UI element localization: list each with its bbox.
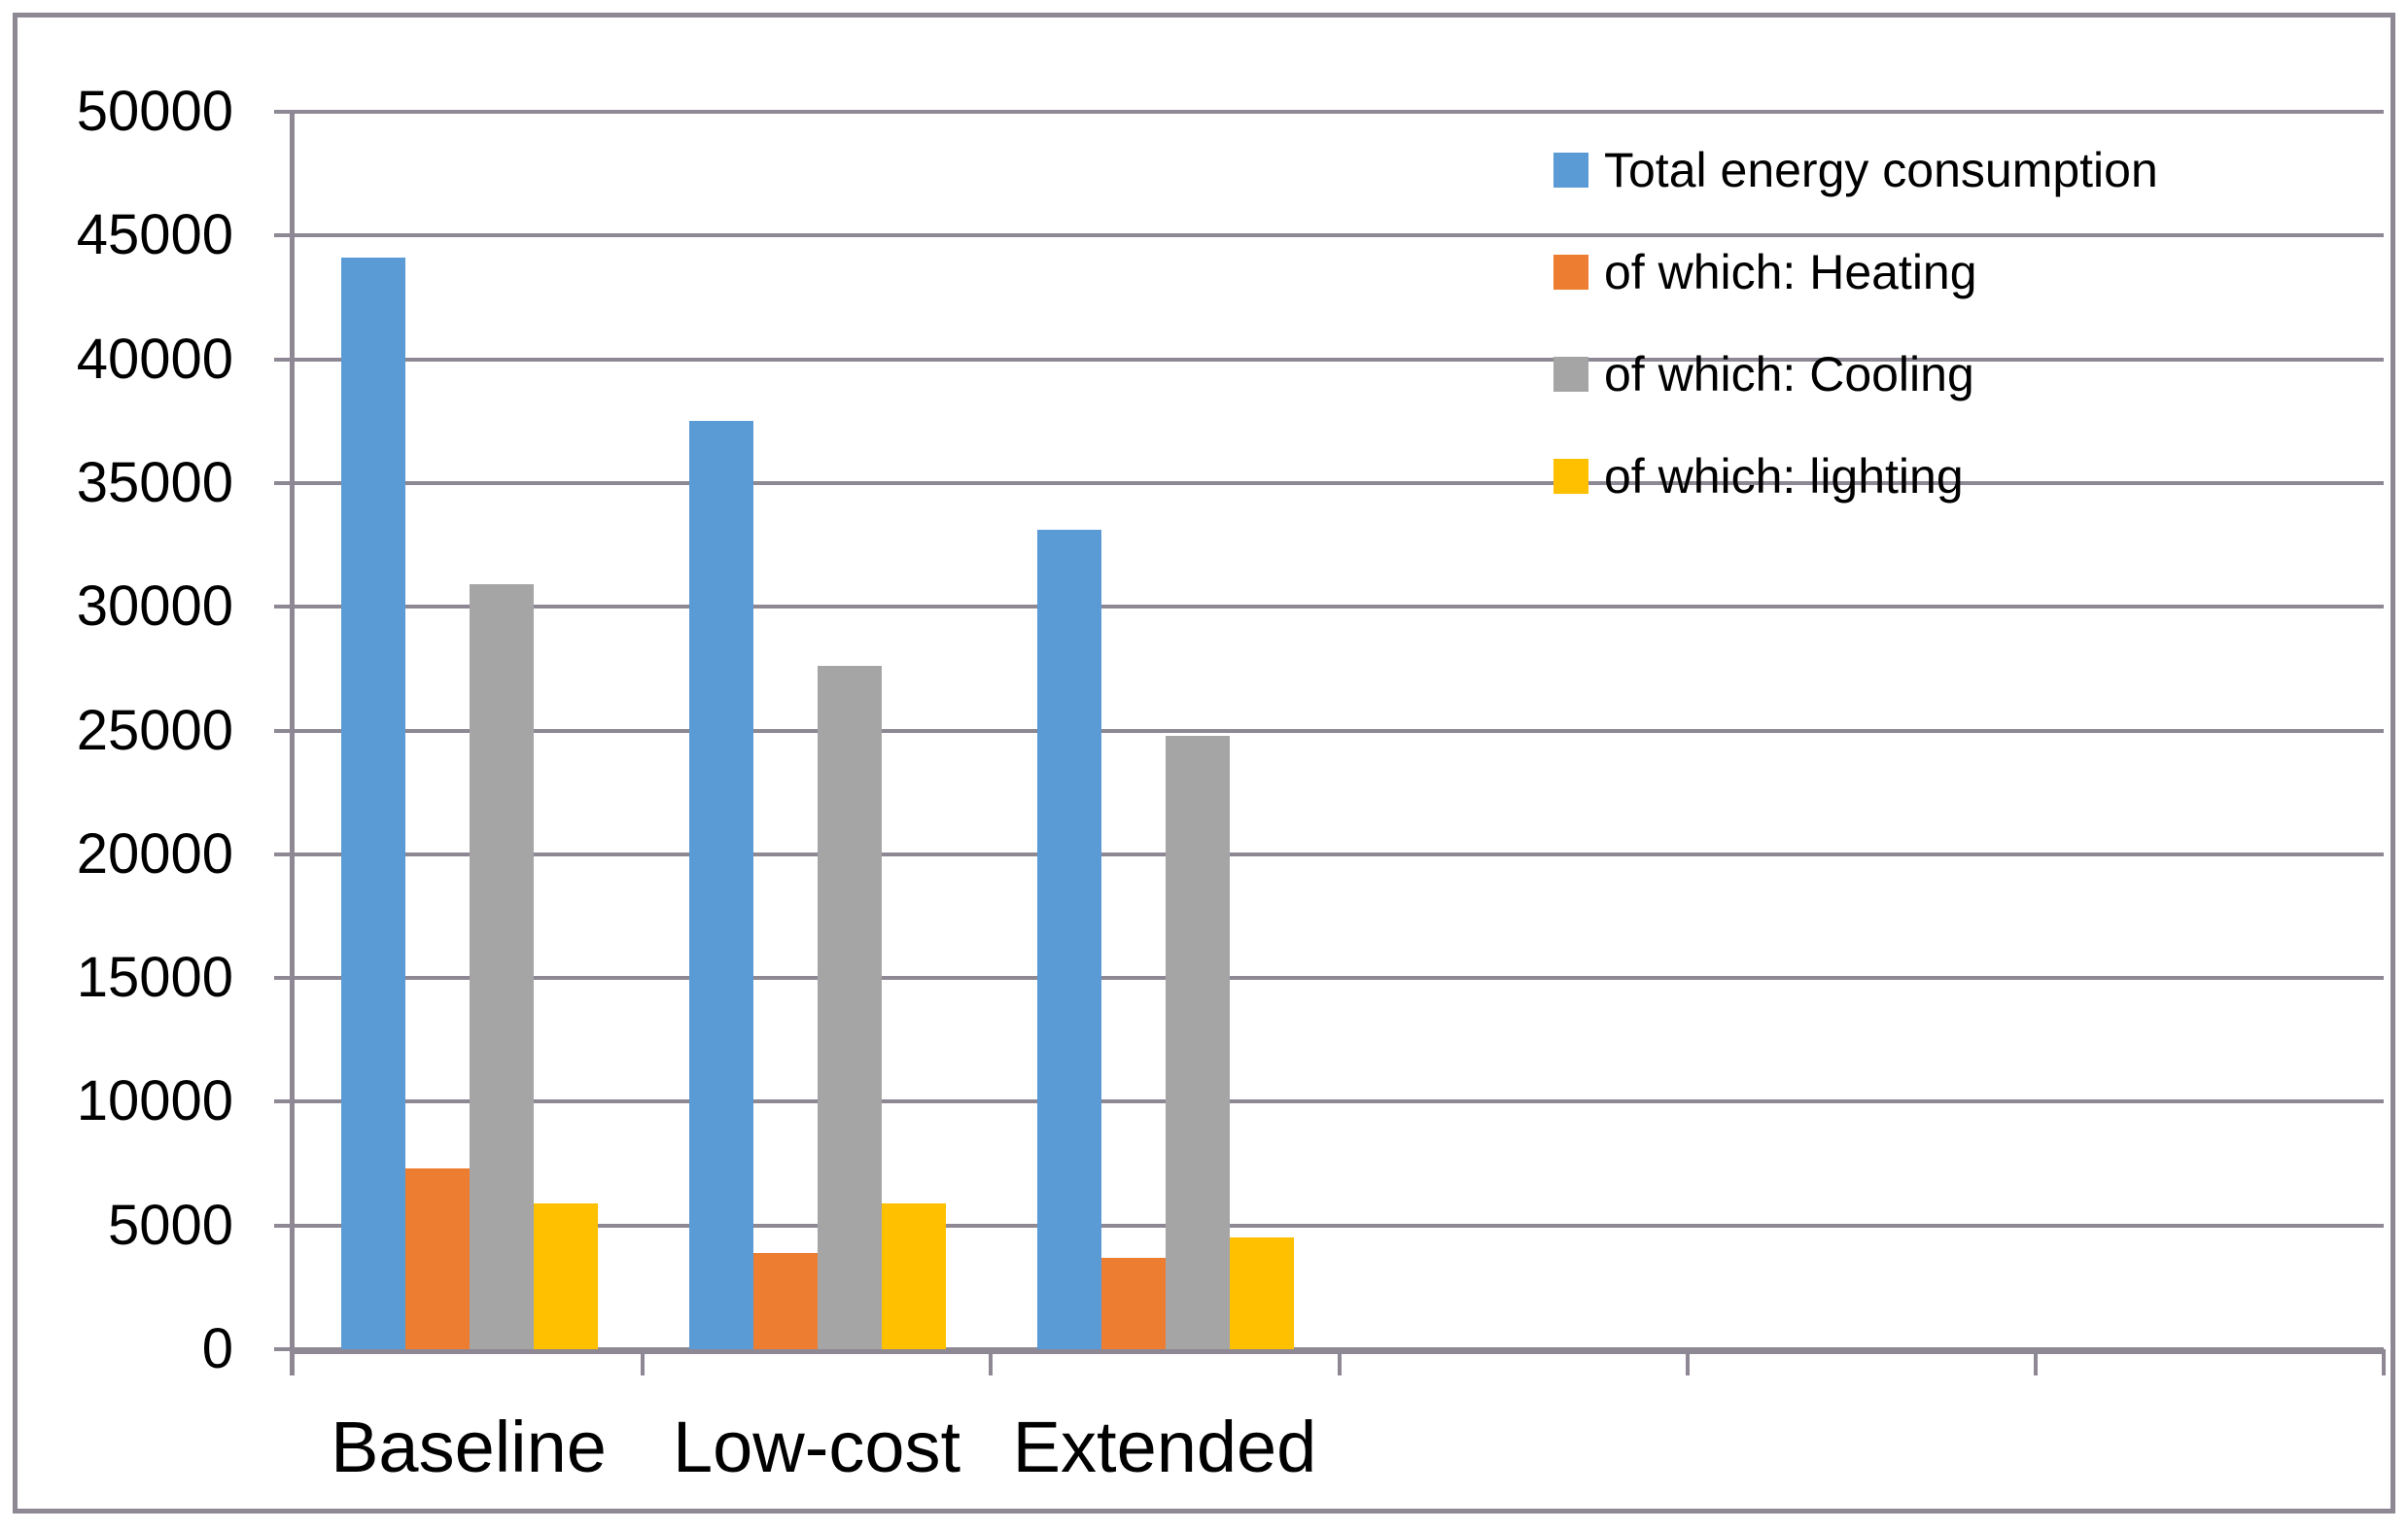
gridline-50000 bbox=[292, 110, 2384, 114]
y-tick-35000 bbox=[274, 481, 303, 485]
legend-item-of-which-lighting: of which: lighting bbox=[1553, 452, 1964, 501]
legend-label-of-which-heating: of which: Heating bbox=[1604, 245, 1977, 299]
legend-label-total-energy-consumption: Total energy consumption bbox=[1604, 143, 2158, 197]
chart-border bbox=[13, 13, 2395, 1514]
y-tick-45000 bbox=[274, 233, 303, 237]
y-tick-label-40000: 40000 bbox=[76, 328, 233, 391]
y-tick-label-15000: 15000 bbox=[76, 946, 233, 1009]
gridline-10000 bbox=[292, 1099, 2384, 1103]
x-axis-line bbox=[290, 1349, 2384, 1354]
gridline-40000 bbox=[292, 358, 2384, 362]
x-axis-boundary-tick-2 bbox=[989, 1349, 993, 1375]
y-tick-20000 bbox=[274, 852, 303, 856]
bar-low-cost-total-energy-consumption bbox=[689, 421, 753, 1349]
y-tick-label-35000: 35000 bbox=[76, 451, 233, 514]
y-tick-label-10000: 10000 bbox=[76, 1069, 233, 1132]
legend-swatch-total-energy-consumption bbox=[1553, 153, 1588, 188]
bar-low-cost-of-which-lighting bbox=[882, 1203, 946, 1349]
y-tick-40000 bbox=[274, 358, 303, 362]
gridline-25000 bbox=[292, 729, 2384, 733]
y-axis-line bbox=[290, 110, 295, 1375]
gridline-35000 bbox=[292, 481, 2384, 485]
gridline-15000 bbox=[292, 976, 2384, 980]
x-axis-boundary-tick-4 bbox=[1686, 1349, 1690, 1375]
bar-extended-of-which-lighting bbox=[1230, 1237, 1294, 1349]
x-category-label-extended: Extended bbox=[1012, 1407, 1317, 1487]
x-category-label-low-cost: Low-cost bbox=[672, 1407, 961, 1487]
bar-extended-of-which-cooling bbox=[1166, 736, 1230, 1349]
legend-label-of-which-cooling: of which: Cooling bbox=[1604, 347, 1974, 401]
bar-baseline-of-which-lighting bbox=[534, 1203, 598, 1349]
legend-item-total-energy-consumption: Total energy consumption bbox=[1553, 146, 2158, 194]
y-tick-30000 bbox=[274, 605, 303, 609]
y-tick-50000 bbox=[274, 110, 303, 114]
bar-low-cost-of-which-cooling bbox=[818, 666, 882, 1349]
gridline-20000 bbox=[292, 852, 2384, 856]
gridline-5000 bbox=[292, 1224, 2384, 1228]
y-tick-5000 bbox=[274, 1224, 303, 1228]
legend-label-of-which-lighting: of which: lighting bbox=[1604, 449, 1964, 504]
bar-baseline-total-energy-consumption bbox=[341, 258, 405, 1349]
x-axis-boundary-tick-6 bbox=[2382, 1349, 2386, 1375]
legend-item-of-which-cooling: of which: Cooling bbox=[1553, 350, 1974, 399]
y-tick-label-30000: 30000 bbox=[76, 574, 233, 638]
gridline-30000 bbox=[292, 605, 2384, 609]
bar-baseline-of-which-cooling bbox=[470, 584, 534, 1349]
y-tick-label-50000: 50000 bbox=[76, 80, 233, 143]
y-tick-25000 bbox=[274, 729, 303, 733]
y-tick-label-20000: 20000 bbox=[76, 822, 233, 886]
bar-low-cost-of-which-heating bbox=[753, 1253, 818, 1349]
bar-extended-of-which-heating bbox=[1101, 1258, 1166, 1349]
gridline-45000 bbox=[292, 233, 2384, 237]
y-tick-10000 bbox=[274, 1099, 303, 1103]
y-tick-label-0: 0 bbox=[201, 1317, 233, 1380]
x-axis-boundary-tick-1 bbox=[641, 1349, 645, 1375]
bar-baseline-of-which-heating bbox=[405, 1168, 470, 1349]
legend-swatch-of-which-cooling bbox=[1553, 357, 1588, 392]
legend-item-of-which-heating: of which: Heating bbox=[1553, 248, 1977, 296]
y-tick-label-45000: 45000 bbox=[76, 203, 233, 266]
x-axis-boundary-tick-3 bbox=[1338, 1349, 1342, 1375]
y-tick-label-25000: 25000 bbox=[76, 699, 233, 762]
y-tick-label-5000: 5000 bbox=[107, 1194, 233, 1257]
x-axis-boundary-tick-5 bbox=[2034, 1349, 2038, 1375]
y-tick-15000 bbox=[274, 976, 303, 980]
y-tick-0 bbox=[274, 1347, 303, 1351]
bar-extended-total-energy-consumption bbox=[1037, 530, 1101, 1349]
x-category-label-baseline: Baseline bbox=[331, 1407, 607, 1487]
legend-swatch-of-which-heating bbox=[1553, 255, 1588, 290]
legend-swatch-of-which-lighting bbox=[1553, 459, 1588, 494]
